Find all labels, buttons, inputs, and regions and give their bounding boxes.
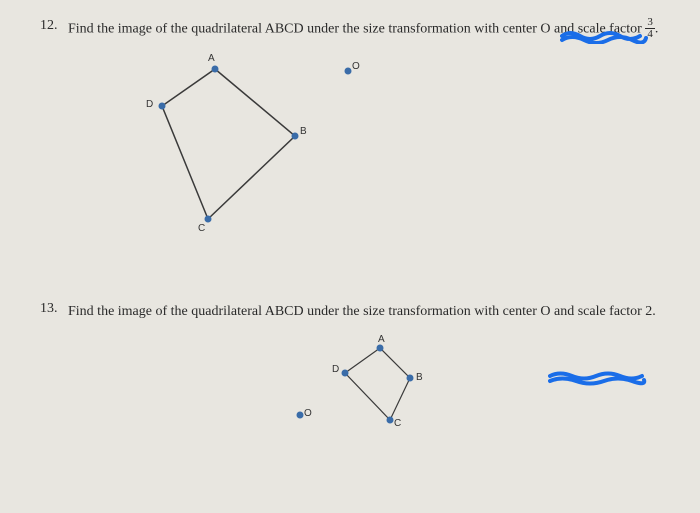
problem-number: 13.	[40, 301, 60, 317]
problem-body: Find the image of the quadrilateral ABCD…	[68, 301, 660, 322]
problem-12: 12. Find the image of the quadrilateral …	[40, 18, 660, 261]
point-o-dot	[345, 68, 352, 75]
point-b-dot	[407, 375, 414, 382]
quadrilateral-shape	[162, 69, 295, 219]
problem-text-part2: .	[655, 22, 659, 37]
point-a-label: A	[378, 334, 385, 345]
point-a-label: A	[208, 53, 215, 64]
point-b-dot	[292, 133, 299, 140]
problem-text-row: 13. Find the image of the quadrilateral …	[40, 301, 660, 322]
point-o-label: O	[352, 61, 360, 72]
quadrilateral-shape	[345, 348, 410, 420]
point-o-label: O	[304, 408, 312, 419]
scribble-mark-1	[560, 28, 650, 44]
problem-text-part1: Find the image of the quadrilateral ABCD…	[68, 304, 656, 319]
point-c-dot	[387, 417, 394, 424]
point-c-dot	[205, 216, 212, 223]
diagram-12: A B C D O	[80, 51, 660, 261]
point-o-dot	[297, 412, 304, 419]
page-container: 12. Find the image of the quadrilateral …	[0, 0, 700, 478]
point-d-label: D	[146, 99, 153, 110]
problem-number: 12.	[40, 18, 60, 34]
point-d-dot	[159, 103, 166, 110]
problem-text-part1: Find the image of the quadrilateral ABCD…	[68, 22, 645, 37]
point-b-label: B	[300, 126, 307, 137]
point-d-label: D	[332, 364, 339, 375]
point-c-label: C	[198, 223, 205, 234]
quadrilateral-svg	[80, 51, 380, 251]
point-a-dot	[212, 66, 219, 73]
quadrilateral-svg	[250, 330, 470, 440]
scribble-mark-2	[548, 370, 648, 386]
point-b-label: B	[416, 372, 423, 383]
point-c-label: C	[394, 418, 401, 429]
point-d-dot	[342, 370, 349, 377]
point-a-dot	[377, 345, 384, 352]
